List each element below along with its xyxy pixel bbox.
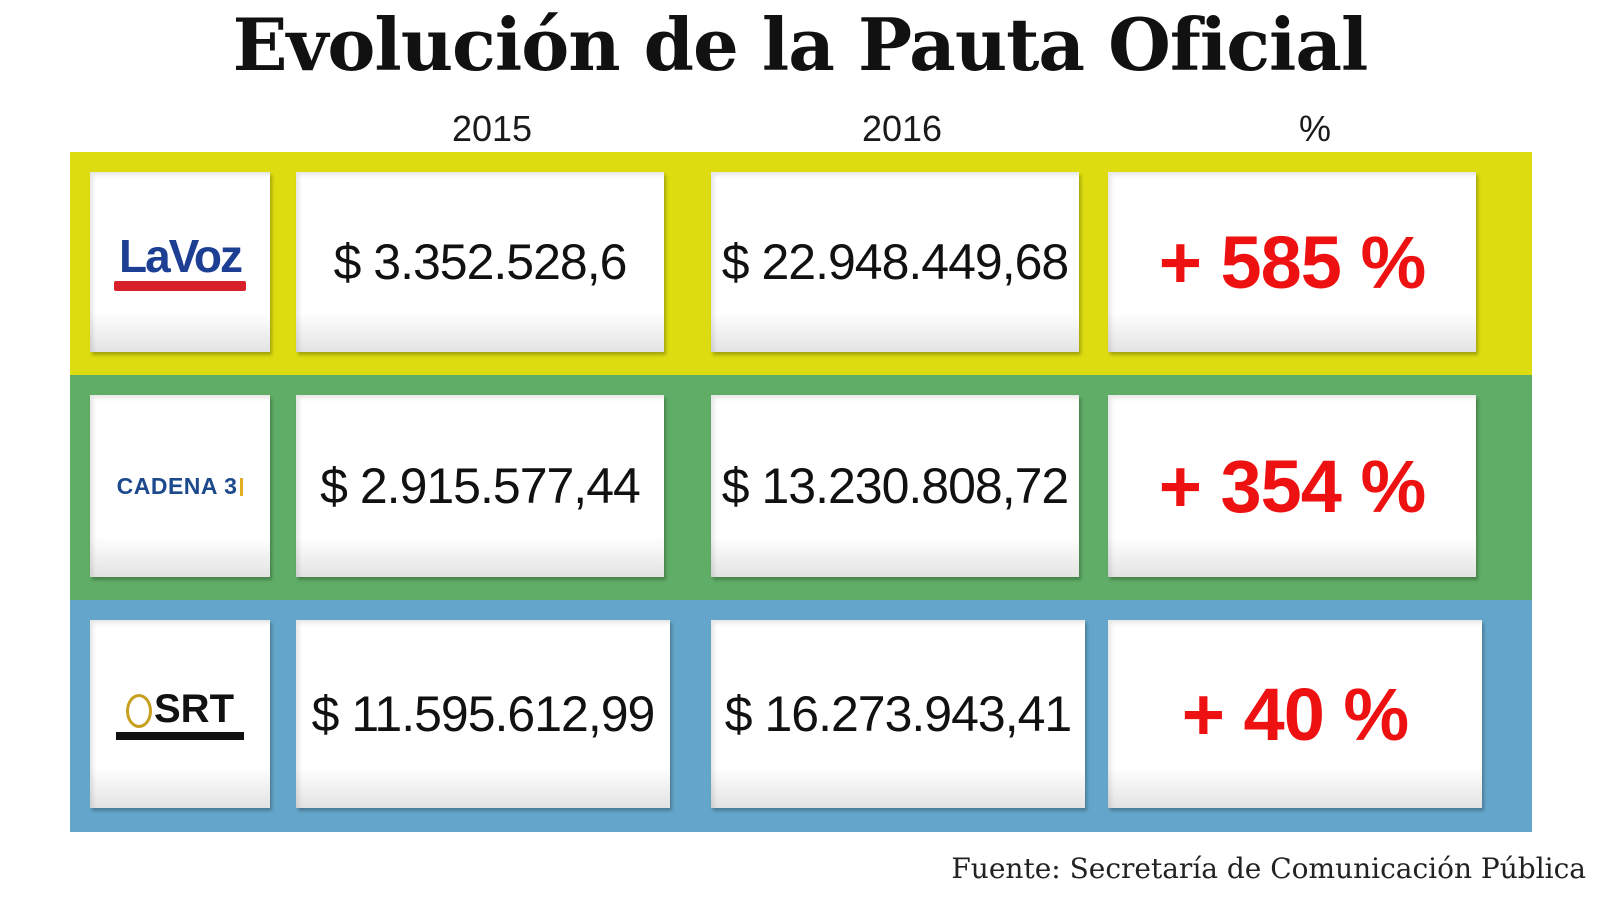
table-row-lavoz: LaVoz $ 3.352.528,6 $ 22.948.449,68 + 58…: [70, 152, 1532, 375]
value-percent: + 354 %: [1158, 444, 1427, 528]
value-2016: $ 22.948.449,68: [721, 234, 1069, 290]
value-2015: $ 3.352.528,6: [333, 234, 628, 290]
cadena3-logo-cell: CADENA 3: [90, 395, 270, 577]
value-percent: + 585 %: [1158, 220, 1427, 304]
chart-title: Evolución de la Pauta Oficial: [232, 2, 1369, 87]
cell-percent: + 585 %: [1108, 172, 1476, 352]
cadena3-logo-mark: [240, 478, 244, 497]
table-row-srt: SRT $ 11.595.612,99 $ 16.273.943,41 + 40…: [70, 600, 1532, 832]
lavoz-logo-text: LaVoz: [118, 230, 243, 282]
srt-logo-bar: [116, 731, 244, 740]
srt-logo-text: SRT: [154, 686, 234, 731]
srt-logo-ring-icon: [126, 693, 152, 728]
srt-logo-cell: SRT: [90, 620, 270, 808]
value-2015: $ 2.915.577,44: [320, 458, 641, 514]
value-2016: $ 16.273.943,41: [724, 686, 1072, 742]
cadena3-logo-text: CADENA 3: [116, 472, 238, 499]
table-row-cadena3: CADENA 3 $ 2.915.577,44 $ 13.230.808,72 …: [70, 375, 1532, 600]
cell-2016: $ 16.273.943,41: [711, 620, 1085, 808]
value-2015: $ 11.595.612,99: [311, 686, 656, 742]
cell-2016: $ 13.230.808,72: [711, 395, 1079, 577]
cell-2016: $ 22.948.449,68: [711, 172, 1079, 352]
column-header-2015: 2015: [451, 108, 533, 149]
lavoz-logo-cell: LaVoz: [90, 172, 270, 352]
column-header-percent: %: [1298, 108, 1331, 149]
cell-percent: + 354 %: [1108, 395, 1476, 577]
value-2016: $ 13.230.808,72: [721, 458, 1069, 514]
column-header-2016: 2016: [861, 108, 943, 149]
value-percent: + 40 %: [1181, 672, 1409, 756]
cell-2015: $ 3.352.528,6: [296, 172, 664, 352]
cell-2015: $ 2.915.577,44: [296, 395, 664, 577]
lavoz-logo-bar: [114, 281, 246, 291]
cell-2015: $ 11.595.612,99: [296, 620, 670, 808]
cadena3-logo: CADENA 3: [117, 473, 244, 500]
cell-percent: + 40 %: [1108, 620, 1482, 808]
lavoz-logo: LaVoz: [114, 233, 246, 291]
source-note: Fuente: Secretaría de Comunicación Públi…: [951, 852, 1586, 885]
srt-logo: SRT: [116, 689, 244, 740]
